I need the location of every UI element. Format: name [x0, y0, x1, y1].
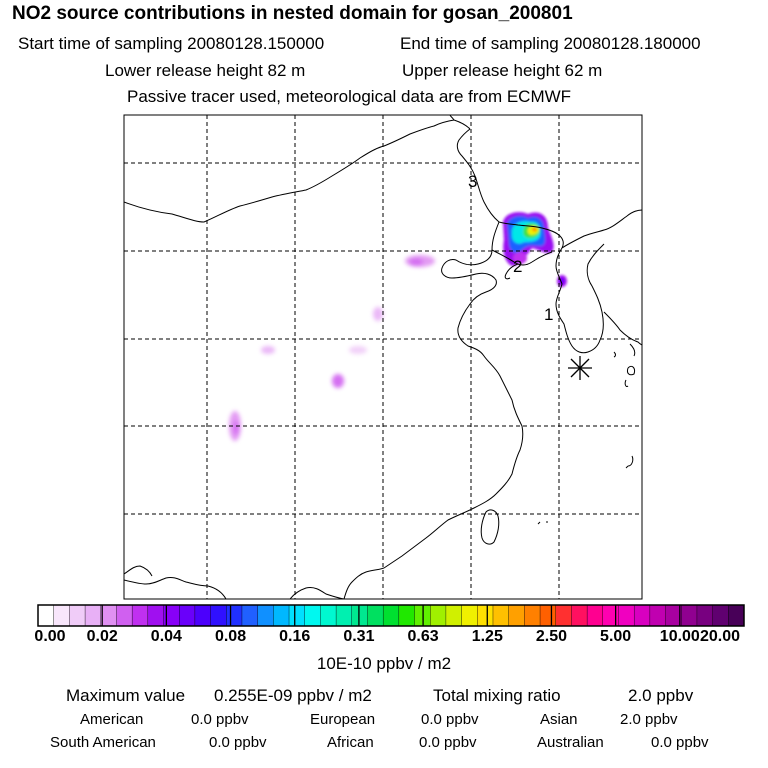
colorbar-tick-label: 0.16 [279, 628, 311, 645]
colorbar-cell [100, 604, 117, 627]
colorbar-cell [382, 604, 400, 627]
colorbar-cell [367, 604, 384, 627]
colorbar-tick-label: 0.00 [34, 628, 66, 645]
region-value: 0.0 ppbv [651, 734, 709, 751]
colorbar-cell [665, 604, 682, 627]
colorbar-cell [351, 604, 368, 627]
colorbar-cell [226, 604, 243, 627]
region-name: European [310, 711, 376, 728]
colorbar-tick-label: 0.08 [214, 628, 247, 645]
colorbar-cell [116, 604, 133, 627]
colorbar-cell [618, 604, 635, 627]
colorbar-cell [712, 604, 729, 627]
colorbar-units: 10E-10 ppbv / m2 [316, 654, 452, 673]
plume-inland [229, 255, 435, 441]
colorbar-cell [147, 604, 165, 627]
map-border [123, 114, 643, 600]
coastlines-borders [124, 115, 642, 599]
total-mixing-label: Total mixing ratio [433, 686, 561, 705]
start-time: Start time of sampling 20080128.150000 [18, 34, 325, 53]
upper-release-height: Upper release height 62 m [402, 61, 603, 80]
colorbar-cell [178, 604, 196, 627]
colorbar-cell [477, 604, 494, 627]
region-value: 0.0 ppbv [421, 711, 479, 728]
colorbar-cell [586, 604, 604, 627]
colorbar-cell [69, 604, 86, 627]
region-name: Asian [540, 711, 578, 728]
model-note: Passive tracer used, meteorological data… [127, 87, 572, 106]
colorbar-tick-label: 0.63 [407, 628, 439, 645]
colorbar-tick-label: 10.00 [659, 628, 700, 645]
colorbar-cell [53, 604, 70, 627]
max-value-label: Maximum value [66, 686, 186, 705]
colorbar-cell [257, 604, 274, 627]
colorbar-cell [288, 604, 306, 627]
colorbar-cell [649, 604, 667, 627]
colorbar-cell [681, 604, 698, 627]
colorbar-cell [320, 604, 337, 627]
colorbar-cell [241, 604, 259, 627]
colorbar-cell [539, 604, 557, 627]
receptor-star-icon [568, 356, 592, 380]
max-value: 0.255E-09 ppbv / m2 [214, 686, 372, 705]
total-mixing-value: 2.0 ppbv [628, 686, 694, 705]
colorbar-cell [131, 604, 149, 627]
end-time: End time of sampling 20080128.180000 [400, 34, 701, 53]
colorbar-cell [398, 604, 416, 627]
colorbar-cell [335, 604, 353, 627]
colorbar-cell [508, 604, 525, 627]
colorbar-cell [492, 604, 510, 627]
region-name: Australian [537, 734, 604, 751]
colorbar-cell [273, 604, 290, 627]
colorbar-cell [633, 604, 651, 627]
map-title: NO2 source contributions in nested domai… [12, 3, 573, 24]
colorbar-cell [571, 604, 588, 627]
colorbar-cell [430, 604, 447, 627]
colorbar-tick-label: 2.50 [535, 628, 568, 645]
colorbar-tick-label: 5.00 [600, 628, 632, 645]
colorbar-tick-label: 0.02 [86, 628, 118, 645]
colorbar-cell [84, 604, 102, 627]
region-value: 0.0 ppbv [191, 711, 249, 728]
colorbar-outline [37, 604, 745, 627]
lower-release-height: Lower release height 82 m [105, 61, 306, 80]
colorbar-cells [37, 604, 745, 627]
colorbar-cell [210, 604, 227, 627]
colorbar-cell [728, 604, 745, 627]
colorbar-cell [304, 604, 321, 627]
marker-1: 1 [544, 305, 553, 324]
region-value: 0.0 ppbv [209, 734, 267, 751]
colorbar-tick-label: 0.31 [343, 628, 375, 645]
colorbar-cell [602, 604, 619, 627]
region-name: African [327, 734, 374, 751]
region-value: 0.0 ppbv [419, 734, 477, 751]
colorbar-cell [461, 604, 478, 627]
colorbar-cell [524, 604, 541, 627]
region-value: 2.0 ppbv [620, 711, 678, 728]
region-name: South American [50, 734, 156, 751]
colorbar-tick-label: 1.25 [471, 628, 503, 645]
colorbar-cell [37, 604, 55, 627]
marker-2: 2 [513, 257, 522, 276]
colorbar-tick-label: 20.00 [699, 628, 741, 645]
marker-3: 3 [468, 172, 477, 191]
colorbar-major-dividers [101, 605, 681, 626]
colorbar-cell [555, 604, 572, 627]
colorbar-tick-label: 0.04 [150, 628, 182, 645]
colorbar-cell [194, 604, 212, 627]
colorbar-cell [696, 604, 714, 627]
lat-lon-grid [124, 115, 642, 599]
colorbar-cell [445, 604, 463, 627]
region-name: American [80, 711, 144, 728]
